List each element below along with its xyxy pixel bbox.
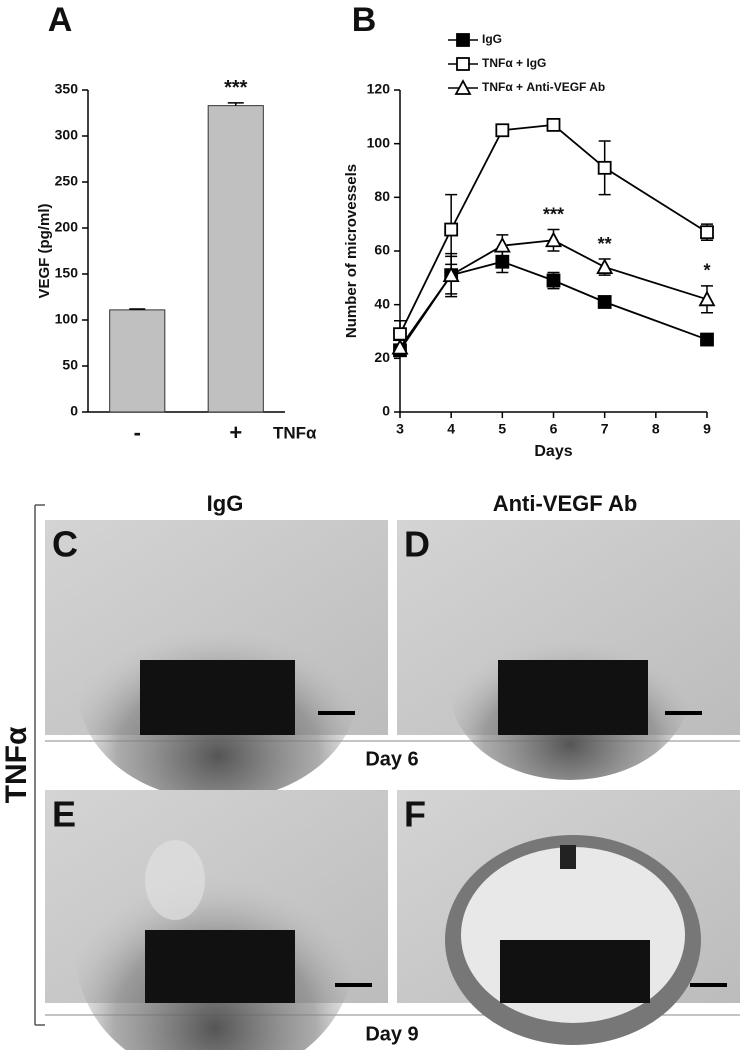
y-tick-label: 0 <box>382 403 390 419</box>
x-tick-label: 3 <box>396 421 404 437</box>
marker <box>546 273 561 288</box>
y-tick-label: 60 <box>374 242 390 258</box>
treatment-label: TNFα <box>0 726 33 803</box>
significance: *** <box>543 204 564 224</box>
y-tick-label: 100 <box>367 134 391 150</box>
row-label: Day 9 <box>365 1023 418 1045</box>
micrograph: C <box>45 520 388 800</box>
marker <box>700 225 714 240</box>
marker <box>700 332 714 347</box>
legend-label: TNFα + IgG <box>482 56 546 70</box>
marker <box>393 327 407 342</box>
x-tick-label: 4 <box>447 421 455 437</box>
error-bar <box>129 308 146 310</box>
y-tick-label: 150 <box>55 265 79 281</box>
y-tick-label: 120 <box>367 81 391 97</box>
marker <box>597 160 612 175</box>
y-axis-label: VEGF (pg/ml) <box>36 204 53 299</box>
x-axis-label: Days <box>534 443 572 460</box>
micrograph: D <box>397 520 740 780</box>
marker <box>597 295 612 309</box>
x-tick-label: - <box>134 420 141 445</box>
marker <box>442 266 460 283</box>
error-bar <box>227 102 244 106</box>
x-tick-label: 6 <box>550 421 558 437</box>
column-label: Anti-VEGF Ab <box>493 491 638 516</box>
marker <box>698 290 716 307</box>
y-tick-label: 0 <box>70 403 78 419</box>
significance: * <box>703 261 710 281</box>
y-tick-label: 20 <box>374 349 390 365</box>
x-tick-label: 5 <box>498 421 506 437</box>
marker <box>495 123 510 138</box>
legend-label: TNFα + Anti-VEGF Ab <box>482 80 605 94</box>
marker <box>546 117 561 132</box>
marker <box>596 258 614 274</box>
panel-label: F <box>404 794 426 835</box>
photo-section: TNFα IgG Anti-VEGF Ab Day 6 Day 9 C D E <box>0 491 740 1050</box>
series-line <box>399 123 708 335</box>
marker <box>544 231 563 248</box>
legend-marker <box>456 57 470 71</box>
x-tick-label: 8 <box>652 421 660 437</box>
legend-marker <box>454 79 472 95</box>
y-tick-label: 100 <box>55 311 79 327</box>
marker <box>391 338 409 355</box>
marker <box>495 254 510 269</box>
marker <box>493 236 511 253</box>
column-label: IgG <box>207 491 244 516</box>
y-tick-label: 80 <box>374 188 390 204</box>
significance: ** <box>598 234 612 254</box>
bar <box>109 309 166 413</box>
panel-label: B <box>352 1 377 39</box>
panel-label: D <box>404 524 430 565</box>
x-tick-label: 9 <box>703 421 711 437</box>
bar <box>207 105 264 413</box>
y-tick-label: 50 <box>62 357 78 373</box>
x-tick-label: 7 <box>601 421 609 437</box>
x-axis-label: TNFα <box>273 423 317 442</box>
y-axis-label: Number of microvessels <box>343 164 360 338</box>
panel-label: C <box>52 524 78 565</box>
micrograph: E <box>45 790 388 1050</box>
panel-label: E <box>52 794 76 835</box>
micrograph: F <box>397 790 740 1045</box>
y-tick-label: 250 <box>55 173 79 189</box>
x-tick-label: + <box>229 420 242 445</box>
y-tick-label: 300 <box>55 127 79 143</box>
series-line <box>399 239 708 349</box>
legend-marker <box>456 33 470 47</box>
y-tick-label: 350 <box>55 81 79 97</box>
significance: *** <box>224 77 248 99</box>
row-label: Day 6 <box>365 748 418 770</box>
y-tick-label: 200 <box>55 219 79 235</box>
legend-label: IgG <box>482 32 502 46</box>
marker <box>444 222 459 237</box>
panel-label: A <box>48 1 73 39</box>
y-tick-label: 40 <box>374 295 390 311</box>
